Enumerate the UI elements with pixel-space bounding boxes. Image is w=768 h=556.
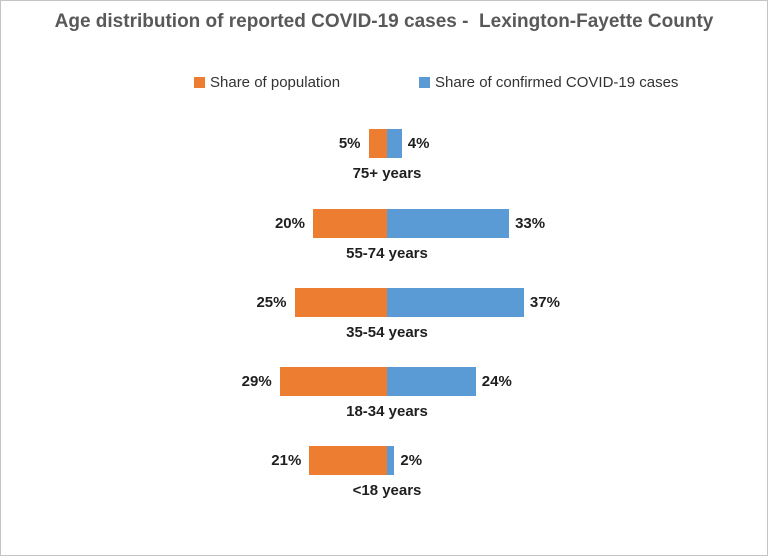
category-label: 18-34 years — [346, 403, 428, 420]
cases-value-label: 24% — [481, 373, 512, 390]
population-bar — [309, 446, 387, 475]
category-label: 75+ years — [352, 165, 422, 182]
bar-row: 20% 33% 55-74 years — [1, 209, 767, 269]
legend-item-population: Share of population — [194, 74, 340, 91]
population-value-label: 21% — [271, 452, 302, 469]
population-legend-label: Share of population — [210, 74, 341, 91]
population-bar — [294, 288, 387, 317]
bar-row: 21% 2% <18 years — [1, 446, 767, 506]
cases-value-label: 2% — [400, 452, 423, 469]
cases-legend-swatch — [419, 77, 430, 88]
cases-bar — [387, 129, 402, 158]
population-value-label: 25% — [256, 294, 287, 311]
category-label: <18 years — [352, 482, 422, 499]
population-legend-swatch — [194, 77, 205, 88]
cases-bar — [387, 446, 395, 475]
cases-value-label: 37% — [529, 294, 560, 311]
cases-bar — [387, 209, 510, 238]
population-bar — [313, 209, 387, 238]
cases-bar — [387, 367, 476, 396]
population-bar — [279, 367, 387, 396]
chart-title: Age distribution of reported COVID-19 ca… — [54, 11, 714, 32]
cases-value-label: 4% — [407, 135, 430, 152]
population-value-label: 5% — [338, 135, 361, 152]
bar-row: 29% 24% 18-34 years — [1, 367, 767, 427]
bar-row: 25% 37% 35-54 years — [1, 288, 767, 348]
population-value-label: 20% — [274, 215, 305, 232]
cases-legend-label: Share of confirmed COVID-19 cases — [435, 74, 679, 91]
population-value-label: 29% — [241, 373, 272, 390]
population-bar — [368, 129, 387, 158]
bar-row: 5% 4% 75+ years — [1, 129, 767, 189]
cases-value-label: 33% — [515, 215, 546, 232]
legend-item-cases: Share of confirmed COVID-19 cases — [419, 74, 678, 91]
category-label: 35-54 years — [346, 324, 428, 341]
category-label: 55-74 years — [346, 245, 428, 262]
cases-bar — [387, 288, 524, 317]
